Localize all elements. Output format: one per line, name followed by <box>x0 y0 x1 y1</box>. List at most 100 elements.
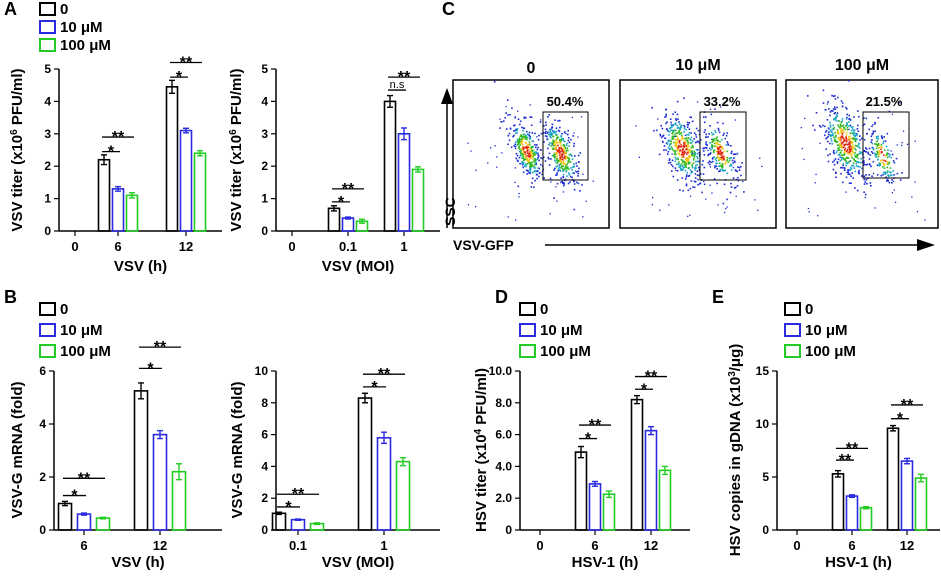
flow-dot <box>562 162 565 164</box>
flow-dot <box>557 144 559 147</box>
flow-dot <box>872 152 874 154</box>
flow-dot <box>814 182 816 184</box>
flow-dot <box>671 132 674 135</box>
flow-dot <box>822 89 825 92</box>
flow-dot <box>735 195 737 197</box>
flow-dot <box>552 141 555 143</box>
flow-dot <box>715 162 717 165</box>
flow-dot <box>585 200 587 202</box>
flow-dot <box>698 183 701 185</box>
flow-dot <box>859 147 861 149</box>
flow-dot <box>876 164 879 166</box>
flow-dot <box>556 153 558 155</box>
flow-dot <box>886 132 889 135</box>
flow-dot <box>554 159 556 162</box>
flow-dot <box>523 159 525 161</box>
flow-dot <box>562 139 565 141</box>
flow-dot <box>833 126 835 129</box>
flow-dot <box>522 163 525 166</box>
flow-dot <box>524 158 527 160</box>
flow-dot <box>872 124 874 126</box>
flow-dot <box>877 142 880 145</box>
flow-dot <box>734 161 736 163</box>
flow-dot <box>501 152 503 154</box>
flow-dot <box>520 134 522 136</box>
flow-dot <box>719 162 721 165</box>
flow-dot <box>886 171 889 174</box>
flow-dot <box>853 146 855 149</box>
flow-dot <box>852 130 855 132</box>
flow-dot <box>694 169 696 171</box>
flow-dot <box>858 161 860 164</box>
flow-dot <box>850 137 853 140</box>
y-tick-label: 10 <box>756 417 770 431</box>
flow-dot <box>851 153 853 156</box>
flow-dot <box>520 143 523 145</box>
flow-dot <box>515 152 518 155</box>
flow-dot <box>854 144 857 147</box>
flow-dot <box>857 124 859 127</box>
flow-dot <box>467 142 469 144</box>
flow-dot <box>719 170 721 172</box>
flow-dot <box>559 160 561 163</box>
flow-dot <box>518 146 520 148</box>
y-tick-label: 2.0 <box>495 491 512 505</box>
flow-dot <box>856 189 859 192</box>
flow-dot <box>872 148 875 151</box>
flow-dot <box>842 181 844 184</box>
flow-dot <box>878 151 880 154</box>
flow-dot <box>869 182 872 184</box>
flow-dot <box>693 180 696 183</box>
flow-dot <box>725 156 727 159</box>
flow-dot <box>891 179 893 181</box>
flow-dot <box>528 156 531 158</box>
flow-dot <box>712 133 715 135</box>
flow-dot <box>681 153 683 156</box>
flow-dot <box>718 143 720 146</box>
flow-dot <box>682 166 685 169</box>
flow-dot <box>567 139 570 142</box>
flow-dot <box>518 196 520 198</box>
flow-dot <box>859 135 861 137</box>
y-tick-label: 2 <box>44 159 51 173</box>
flow-dot <box>837 96 839 99</box>
flow-dot <box>684 163 687 165</box>
flow-dot <box>518 141 521 144</box>
flow-dot <box>537 157 539 159</box>
flow-dot <box>854 187 856 189</box>
flow-dot <box>558 138 561 141</box>
flow-dot <box>686 157 689 159</box>
y-tick-label: 15 <box>756 364 770 378</box>
flow-dot <box>525 155 528 157</box>
flow-dot <box>521 137 523 140</box>
flow-dot <box>877 135 879 138</box>
legend-d: 0 10 μM 100 μM <box>519 301 591 360</box>
flow-dot <box>545 124 547 126</box>
flow-dot <box>892 170 894 172</box>
flow-dot <box>678 144 680 147</box>
flow-dot <box>876 137 878 139</box>
flow-dot <box>709 108 712 110</box>
flow-dot <box>559 159 561 162</box>
flow-dot <box>723 183 726 186</box>
bar <box>179 129 193 232</box>
flow-dot <box>838 136 841 139</box>
flow-dot <box>733 160 736 162</box>
legend-e: 0 10 μM 100 μM <box>784 301 856 360</box>
flow-dot <box>674 141 677 144</box>
flow-dot <box>528 144 530 147</box>
flow-dot <box>832 149 835 152</box>
flow-dot <box>719 146 721 148</box>
flow-dot <box>724 162 727 164</box>
flow-dot <box>687 137 690 139</box>
flow-dot <box>496 156 498 158</box>
flow-dot <box>845 191 847 193</box>
flow-dot <box>547 147 549 150</box>
flow-dot <box>873 172 875 175</box>
flow-dot <box>713 150 715 152</box>
bar <box>859 506 873 531</box>
flow-dot <box>717 155 719 158</box>
flow-dot <box>532 155 534 158</box>
flow-dot <box>519 154 522 157</box>
flow-dot <box>878 144 880 146</box>
